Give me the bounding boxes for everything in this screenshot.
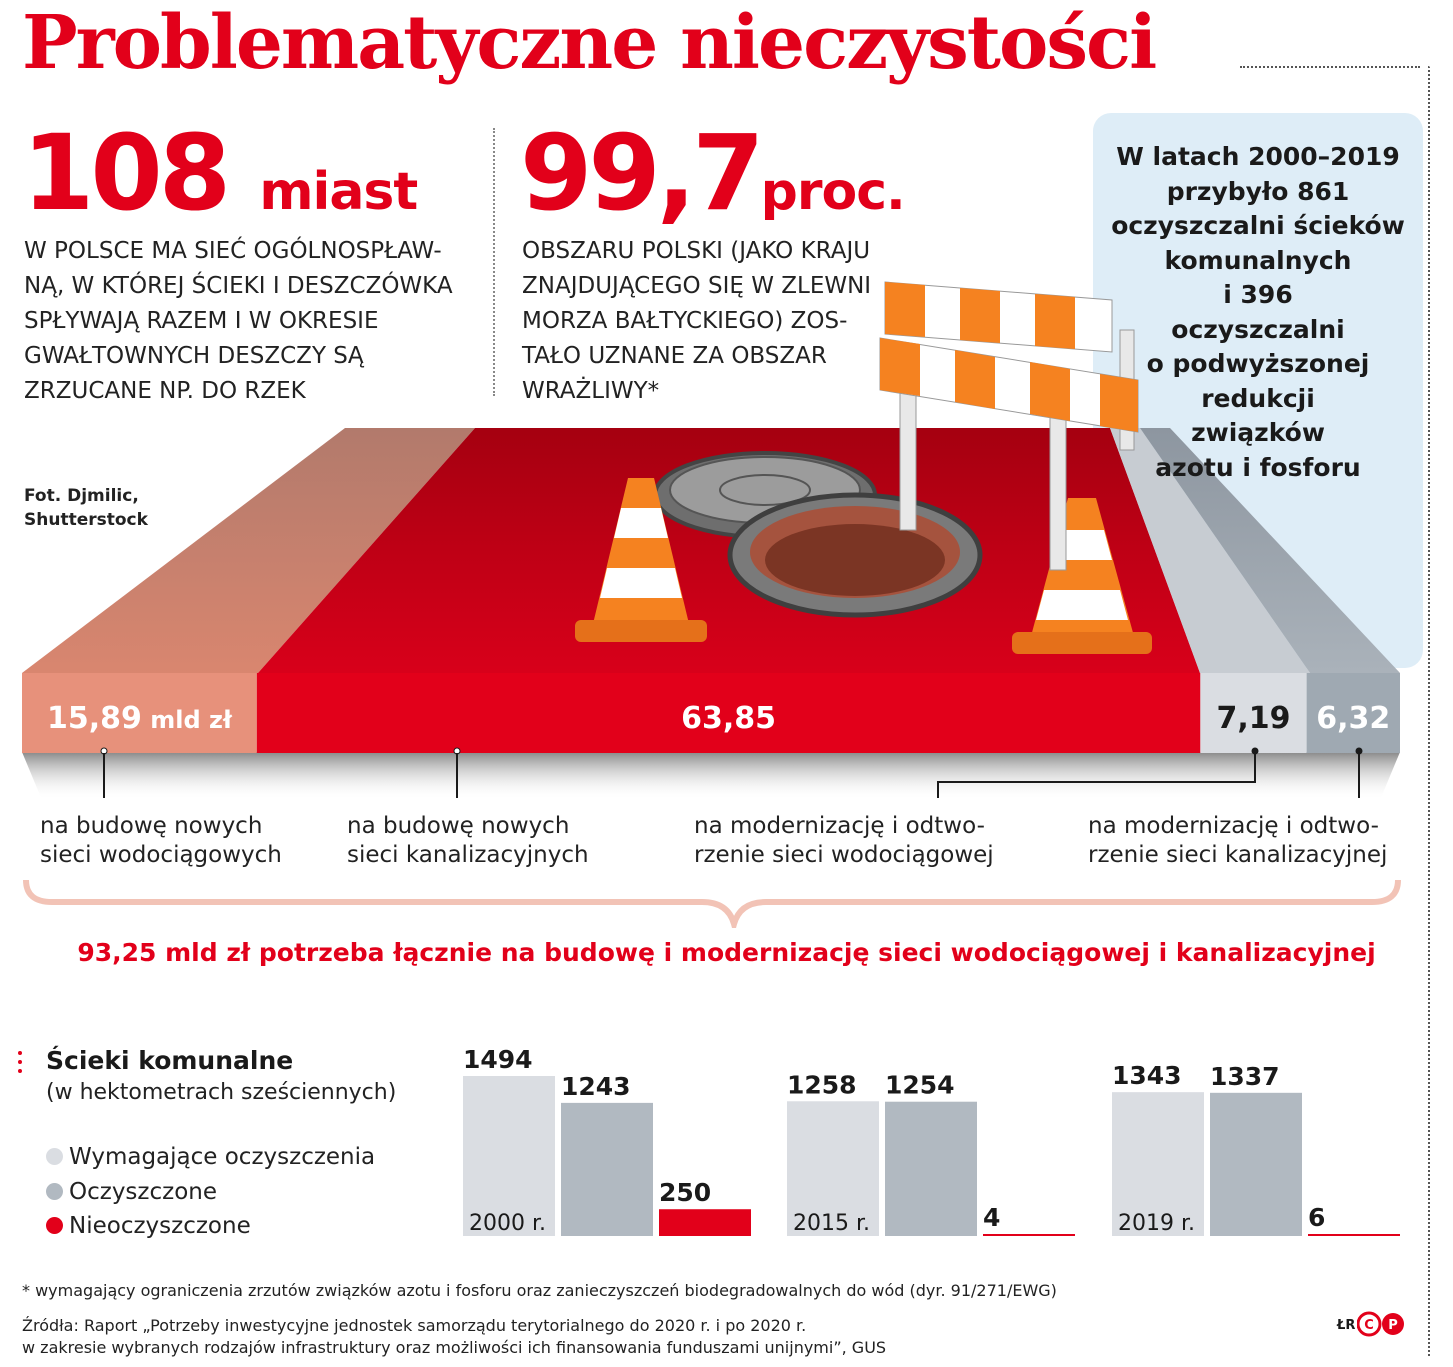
sewage-bar-chart: 1494 1243 250 2000 r. 1258 1254 4 2015 r. 1343 13… — [463, 1045, 1400, 1236]
stack-segment-3 — [1306, 673, 1400, 753]
bar-value-label: 1343 — [1112, 1061, 1182, 1090]
legend-label: Wymagające oczyszczenia — [69, 1144, 376, 1170]
road-top-lightgray — [1110, 428, 1310, 673]
svg-text:C: C — [1364, 1318, 1374, 1333]
desc-mod-sewer: na modernizację i odtwo- rzenie sieci ka… — [1088, 813, 1388, 868]
desc-new-sewer: na budowę nowych sieci kanalizacyjnych — [347, 813, 589, 868]
stat-area-number: 99,7 — [520, 112, 765, 234]
bar-value-label: 1337 — [1210, 1062, 1280, 1091]
bar-2019r-s0 — [1112, 1092, 1204, 1236]
road-top-gray — [1140, 428, 1400, 673]
traffic-cone-icon — [1012, 498, 1152, 654]
bar-2019r-s1 — [1210, 1092, 1302, 1236]
bar-value-label: 250 — [659, 1178, 711, 1207]
legend-dot-icon — [46, 1217, 63, 1234]
legend-dot-icon — [46, 1148, 63, 1165]
investment-stacked-bar — [22, 673, 1400, 798]
photo-credit: Fot. Djmilic, Shutterstock — [24, 486, 148, 530]
bar-2015r-s0 — [787, 1101, 879, 1236]
stack-value-label: 6,32 — [1316, 701, 1391, 736]
bar-2000r-s2 — [659, 1209, 751, 1236]
category-label: 2015 r. — [793, 1211, 870, 1236]
footnote: * wymagający ograniczenia zrzutów związk… — [22, 1281, 1057, 1300]
traffic-cone-icon — [575, 478, 707, 642]
stat-cities: 108 miast — [22, 112, 418, 234]
bar-value-label: 6 — [1308, 1203, 1325, 1232]
sources: Źródła: Raport „Potrzeby inwestycyjne je… — [22, 1316, 887, 1357]
category-label: 2000 r. — [469, 1211, 546, 1236]
bar-value-label: 1243 — [561, 1072, 631, 1101]
author-initials: ŁR — [1337, 1318, 1356, 1333]
page-title: Problematyczne nieczystości — [22, 0, 1157, 86]
stack-value-label: 7,19 — [1216, 701, 1291, 736]
legend-label: Nieoczyszczone — [69, 1213, 251, 1239]
desc-mod-water: na modernizację i odtwo- rzenie sieci wo… — [694, 813, 994, 868]
bar-value-label: 1494 — [463, 1045, 533, 1074]
stack-segment-2 — [1200, 673, 1307, 753]
bar-value-label: 4 — [983, 1203, 1000, 1232]
bar-2015r-s2 — [983, 1234, 1075, 1236]
stat-area-text: OBSZARU POLSKI (JAKO KRAJU ZNAJDUJĄCEGO … — [522, 238, 872, 404]
chart-subtitle: (w hektometrach sześciennych) — [46, 1080, 397, 1105]
barricade-icon — [879, 281, 1139, 571]
category-label: 2019 r. — [1118, 1211, 1195, 1236]
road-shadow — [22, 752, 1400, 800]
leader-line — [937, 753, 1256, 798]
stack-value-label: 15,89 mld zł — [46, 701, 232, 736]
stack-value-label: 63,85 — [681, 701, 777, 736]
stack-value-unit: mld zł — [141, 706, 232, 734]
total-text: 93,25 mld zł potrzeba łącznie na budowę … — [77, 938, 1376, 967]
manhole-cover-icon — [653, 451, 983, 618]
legend-dot-icon — [46, 1183, 63, 1200]
svg-text:P: P — [1388, 1318, 1398, 1333]
bar-value-label: 1258 — [787, 1070, 857, 1099]
title-dotted-rule — [1240, 66, 1420, 68]
section-marker-icon — [18, 1051, 28, 1073]
stat-area: 99,7proc. — [520, 112, 906, 234]
stat-divider — [493, 128, 495, 396]
legend-label: Oczyszczone — [69, 1179, 218, 1205]
bar-2000r-s1 — [561, 1102, 653, 1236]
legend-treated: Oczyszczone — [46, 1179, 217, 1205]
stat-cities-text: W POLSCE MA SIEĆ OGÓLNOSPŁAW- NĄ, W KTÓR… — [24, 238, 453, 404]
road-top-salmon — [22, 428, 475, 673]
total-brace — [23, 879, 1401, 928]
stat-cities-unit: miast — [259, 162, 418, 222]
stat-area-unit: proc. — [760, 162, 906, 222]
bar-2019r-s2 — [1308, 1234, 1400, 1236]
desc-new-water: na budowę nowych sieci wodociągowych — [40, 813, 282, 868]
legend-untreated: Nieoczyszczone — [46, 1213, 251, 1239]
legend-required: Wymagające oczyszczenia — [46, 1144, 375, 1170]
bar-2000r-s0 — [463, 1076, 555, 1236]
stat-cities-number: 108 — [22, 112, 231, 234]
info-box-text: W latach 2000–2019 przybyło 861 oczyszcz… — [1111, 142, 1405, 482]
bar-value-label: 1254 — [885, 1071, 955, 1100]
stack-segment-1 — [256, 673, 1201, 753]
bar-2015r-s1 — [885, 1101, 977, 1236]
stack-segment-0 — [22, 673, 257, 753]
frame-dotted-rule — [1428, 66, 1430, 1356]
chart-title: Ścieki komunalne — [46, 1046, 294, 1075]
publisher-logo: C P — [1357, 1311, 1404, 1337]
